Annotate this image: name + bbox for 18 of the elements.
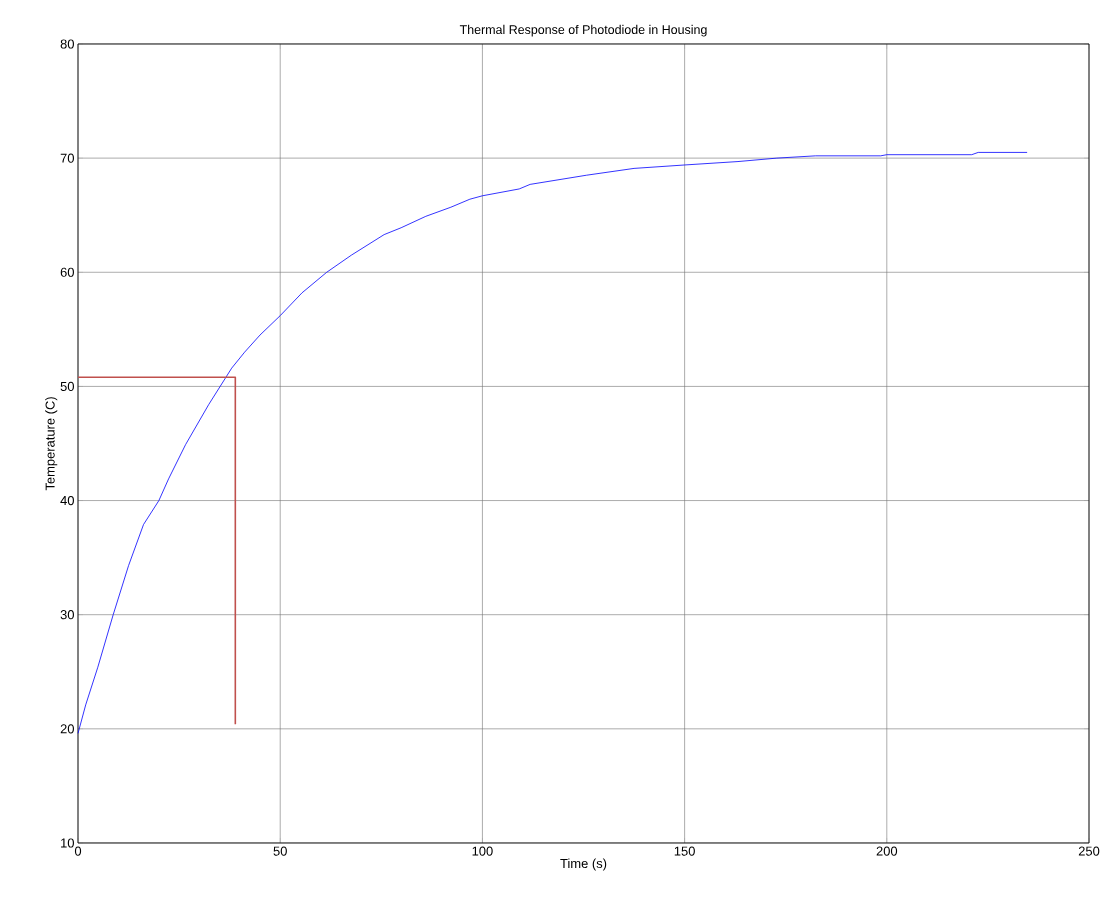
x-tick-label: 100 (472, 846, 493, 856)
y-tick-label: 40 (60, 495, 74, 506)
x-tick-label: 0 (74, 846, 82, 856)
x-tick-label: 50 (273, 846, 287, 856)
x-tick-label: 200 (876, 846, 898, 856)
y-tick-label: 20 (60, 724, 74, 734)
y-tick-label: 10 (61, 838, 74, 848)
x-axis-title: Time (s) (560, 858, 607, 871)
x-tick-label: 150 (674, 846, 695, 856)
y-axis-title: Temperature (C) (45, 397, 58, 491)
y-tick-label: 80 (60, 39, 74, 49)
y-tick-label: 50 (60, 381, 74, 391)
chart-title: Thermal Response of Photodiode in Housing (459, 24, 707, 37)
y-tick-label: 70 (60, 153, 74, 163)
y-tick-label: 60 (60, 267, 74, 277)
y-tick-label: 30 (60, 610, 74, 620)
line-series (77, 152, 1028, 734)
x-tick-label: 250 (1078, 846, 1100, 856)
